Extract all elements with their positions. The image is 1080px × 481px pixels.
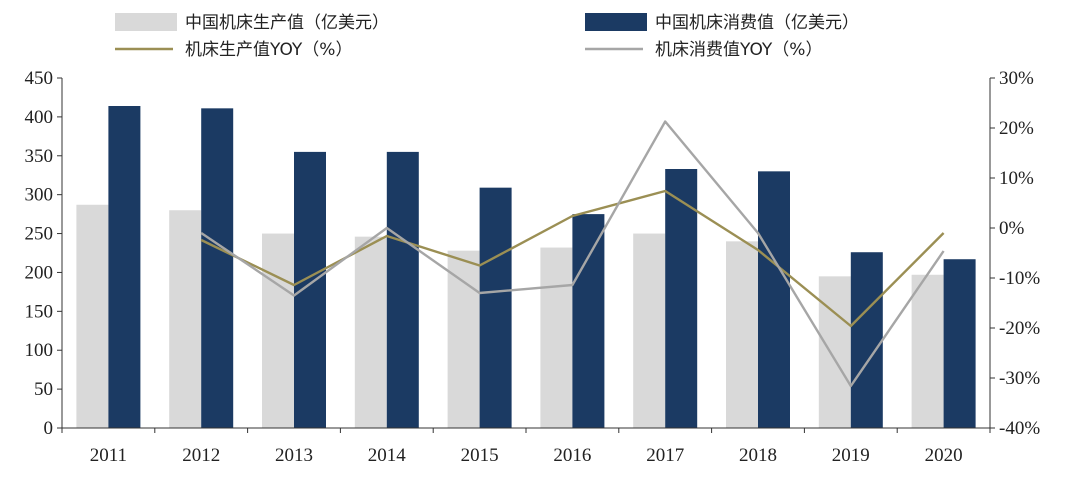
consumption-value-bar	[294, 151, 326, 428]
bars	[76, 106, 976, 429]
y-right-tick-label: 0%	[999, 218, 1025, 239]
y-left-tick-label: 350	[25, 146, 54, 167]
legend-consumption-value-swatch	[585, 13, 647, 31]
legend-production-yoy-label: 机床生产值YOY（%）	[185, 40, 352, 60]
production-value-bar	[354, 236, 387, 428]
x-tick-label: 2019	[832, 445, 870, 466]
x-tick-label: 2016	[553, 445, 591, 466]
production-value-bar	[169, 210, 202, 428]
consumption-value-bar	[665, 169, 698, 428]
consumption-value-bar	[943, 259, 976, 428]
consumption-value-bar	[201, 108, 234, 428]
y-right-tick-label: 20%	[999, 118, 1034, 139]
y-left-tick-label: 250	[25, 224, 54, 245]
y-left-tick-label: 400	[25, 107, 54, 128]
y-left-tick-label: 50	[34, 379, 53, 400]
production-value-bar	[262, 233, 294, 428]
y-right-tick-label: 10%	[999, 168, 1034, 189]
production-value-bar	[447, 250, 480, 428]
production-value-bar	[633, 233, 666, 428]
x-tick-label: 2011	[90, 445, 127, 466]
consumption-value-bar	[850, 252, 883, 428]
y-right-tick-label: -30%	[999, 368, 1040, 389]
production-value-bar	[726, 241, 758, 428]
legend-consumption-yoy: 机床消费值YOY（%）	[585, 40, 822, 60]
x-tick-label: 2020	[925, 445, 963, 466]
y-right-tick-label: -20%	[999, 318, 1040, 339]
production-value-bar	[540, 247, 573, 428]
y-left-tick-label: 450	[25, 68, 54, 89]
legend-production-value-swatch	[115, 13, 177, 31]
legend-production-value-label: 中国机床生产值（亿美元）	[185, 13, 389, 33]
y-left-tick-label: 300	[25, 185, 54, 206]
legend-consumption-yoy-label: 机床消费值YOY（%）	[655, 40, 822, 60]
production-value-bar	[76, 204, 109, 428]
production-value-bar	[911, 274, 944, 428]
y-left-tick-label: 0	[44, 418, 54, 439]
consumption-value-bar	[572, 214, 605, 428]
consumption-value-bar	[108, 106, 141, 428]
consumption-value-bar	[386, 151, 419, 428]
consumption-value-bar	[479, 187, 512, 428]
legend-consumption-value-label: 中国机床消费值（亿美元）	[655, 13, 859, 33]
x-tick-label: 2014	[368, 445, 407, 466]
consumption-yoy-line	[200, 120, 945, 388]
legend-consumption-value: 中国机床消费值（亿美元）	[585, 13, 859, 33]
legend-production-yoy: 机床生产值YOY（%）	[115, 40, 352, 60]
x-tick-label: 2013	[275, 445, 313, 466]
legend-production-value: 中国机床生产值（亿美元）	[115, 13, 389, 33]
y-right-tick-label: -40%	[999, 418, 1040, 439]
x-tick-label: 2018	[739, 445, 777, 466]
x-tick-label: 2015	[461, 445, 499, 466]
y-left-tick-label: 200	[25, 262, 54, 283]
y-right-tick-label: 30%	[999, 68, 1034, 89]
axes: 0 50 100 150 200 250 300 350 400 450 -40% -30% -20% -…	[25, 68, 1041, 466]
x-tick-label: 2017	[646, 445, 684, 466]
consumption-value-bar	[758, 171, 790, 429]
x-tick-label: 2012	[182, 445, 220, 466]
lines	[200, 120, 945, 388]
legend: 中国机床生产值（亿美元） 中国机床消费值（亿美元） 机床生产值YOY（%） 机床消费值…	[115, 13, 859, 60]
y-left-tick-label: 150	[25, 301, 54, 322]
y-left-tick-label: 100	[25, 340, 54, 361]
production-value-bar	[818, 276, 851, 428]
y-right-tick-label: -10%	[999, 268, 1040, 289]
production-yoy-line	[200, 189, 945, 328]
